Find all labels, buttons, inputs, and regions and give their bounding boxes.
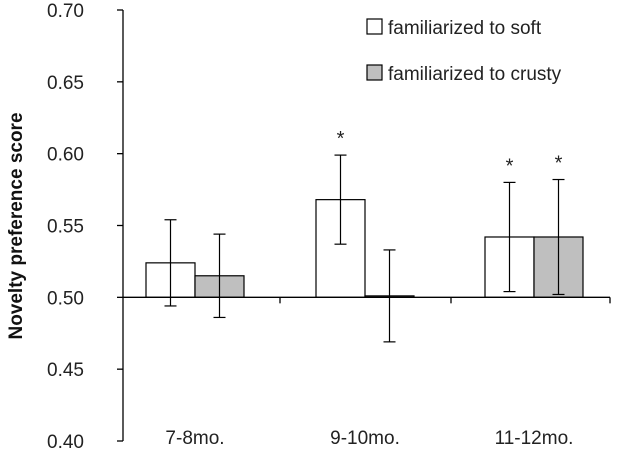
significance-star: * [506, 155, 514, 177]
error-bar-soft-0 [164, 219, 177, 307]
legend-label: familiarized to soft [388, 18, 542, 39]
error-bar-crusty-0 [213, 233, 226, 319]
x-category-labels: 7-8mo. 9-10mo. 11-12mo. [165, 428, 573, 449]
x-category-label: 7-8mo. [165, 428, 224, 449]
significance-markers: * * * [337, 128, 563, 177]
y-axis: 0.40 0.45 0.50 0.55 0.60 0.65 0.70 [47, 1, 124, 453]
bars [145, 199, 584, 298]
error-bar-soft-1 [334, 154, 347, 245]
legend: familiarized to soft familiarized to crus… [366, 18, 562, 85]
y-axis-label: Novelty preference score [6, 112, 27, 339]
legend-label: familiarized to crusty [388, 64, 562, 85]
legend-swatch [366, 64, 383, 81]
error-bars [164, 154, 565, 343]
y-tick-label: 0.60 [47, 145, 84, 166]
significance-star: * [555, 153, 563, 175]
error-bar-crusty-2 [552, 178, 565, 296]
y-tick-label: 0.40 [47, 432, 84, 453]
significance-star: * [337, 128, 345, 150]
error-bar-crusty-1 [383, 249, 396, 343]
x-category-label: 11-12mo. [495, 428, 574, 449]
error-bar-soft-2 [503, 181, 516, 293]
x-category-label: 9-10mo. [330, 428, 400, 449]
y-tick-label: 0.55 [47, 217, 84, 238]
y-tick-label: 0.50 [47, 288, 84, 309]
y-tick-label: 0.70 [47, 1, 84, 22]
baseline-axis [123, 296, 611, 304]
y-tick-label: 0.45 [47, 360, 84, 381]
legend-swatch [366, 18, 383, 35]
y-tick-label: 0.65 [47, 73, 84, 94]
